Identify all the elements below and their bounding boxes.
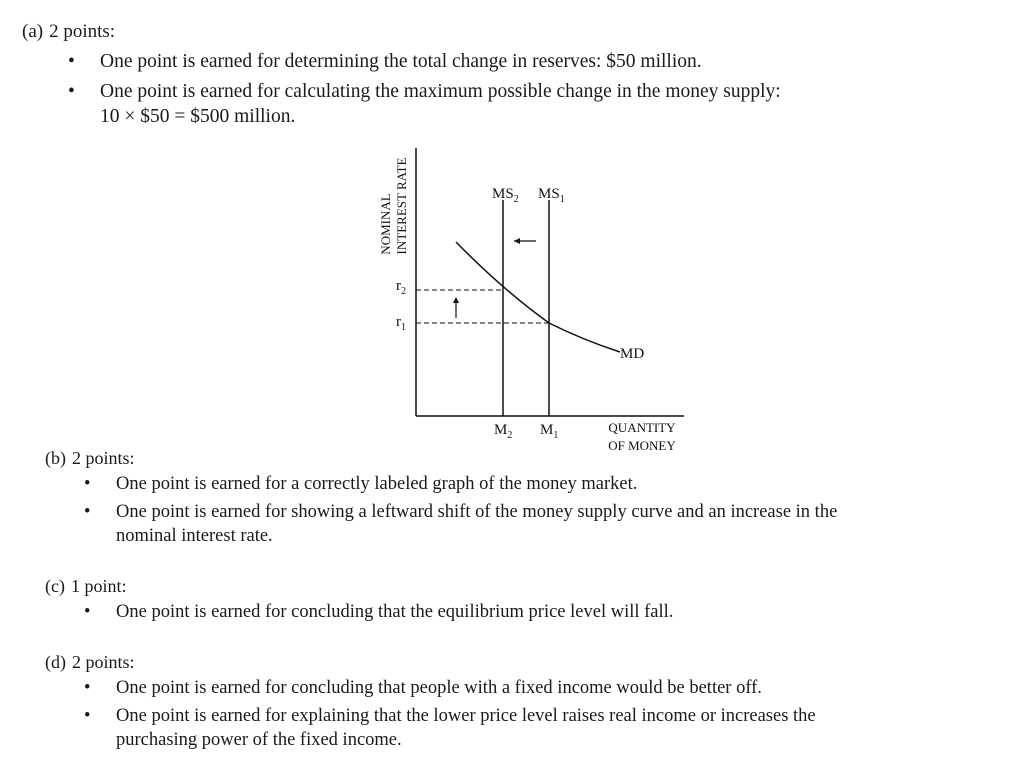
section-d-heading: (d) 2 points: bbox=[45, 650, 135, 674]
list-item: • One point is earned for determining the… bbox=[68, 51, 702, 72]
bullet-icon: • bbox=[84, 602, 91, 622]
list-item: • One point is earned for calculating the… bbox=[68, 81, 781, 102]
bullet-icon: • bbox=[84, 474, 91, 494]
list-item-continuation: purchasing power of the fixed income. bbox=[116, 730, 402, 750]
bullet-icon: • bbox=[84, 502, 91, 522]
rate-up-arrow-head-icon bbox=[453, 297, 459, 303]
section-b-bullets: • One point is earned for a correctly lab… bbox=[84, 472, 1024, 552]
section-d-letter: (d) bbox=[45, 652, 66, 672]
md-curve bbox=[455, 241, 621, 353]
m1-label: M1 bbox=[540, 422, 558, 441]
section-b-heading: (b) 2 points: bbox=[45, 446, 135, 470]
section-d-points: 2 points: bbox=[72, 652, 135, 672]
r1-label: r1 bbox=[396, 314, 406, 333]
bullet-icon: • bbox=[68, 51, 75, 72]
list-item-continuation: nominal interest rate. bbox=[116, 526, 273, 546]
list-item: • One point is earned for explaining that… bbox=[84, 706, 816, 726]
md-label: MD bbox=[620, 346, 644, 362]
section-c-bullets: • One point is earned for concluding that… bbox=[84, 600, 1024, 628]
r2-label: r2 bbox=[396, 278, 406, 297]
section-c-points: 1 point: bbox=[70, 576, 127, 596]
y-axis-label-line2: INTEREST RATE bbox=[394, 157, 409, 254]
list-item: • One point is earned for showing a leftw… bbox=[84, 502, 838, 522]
section-c-heading: (c) 1 point: bbox=[45, 574, 127, 598]
list-item: • One point is earned for a correctly lab… bbox=[84, 474, 638, 494]
section-b-letter: (b) bbox=[45, 448, 66, 468]
section-b-points: 2 points: bbox=[72, 448, 135, 468]
section-c-letter: (c) bbox=[45, 576, 65, 596]
x-axis-label-line2: OF MONEY bbox=[608, 438, 676, 453]
section-a-bullets: • One point is earned for determining the… bbox=[68, 49, 1008, 134]
bullet-icon: • bbox=[84, 706, 91, 726]
ms2-label: MS2 bbox=[492, 186, 519, 205]
list-item-continuation: 10 × $50 = $500 million. bbox=[100, 106, 296, 127]
bullet-icon: • bbox=[84, 678, 91, 698]
list-item: • One point is earned for concluding that… bbox=[84, 678, 762, 698]
bullet-icon: • bbox=[68, 81, 75, 102]
list-item: • One point is earned for concluding that… bbox=[84, 602, 674, 622]
section-a-points: 2 points: bbox=[49, 21, 116, 42]
section-a-letter: (a) bbox=[22, 21, 44, 42]
ms1-label: MS1 bbox=[538, 186, 565, 205]
x-axis-label-line1: QUANTITY bbox=[608, 420, 676, 435]
y-axis-label-line1: NOMINAL bbox=[378, 193, 393, 254]
section-d-bullets: • One point is earned for concluding that… bbox=[84, 676, 1024, 756]
section-a-heading: (a) 2 points: bbox=[22, 20, 115, 44]
m2-label: M2 bbox=[494, 422, 512, 441]
shift-arrow-head-icon bbox=[514, 238, 520, 244]
money-market-graph: NOMINAL INTEREST RATE MS2 MS1 MD r2 r1 M… bbox=[378, 148, 684, 453]
